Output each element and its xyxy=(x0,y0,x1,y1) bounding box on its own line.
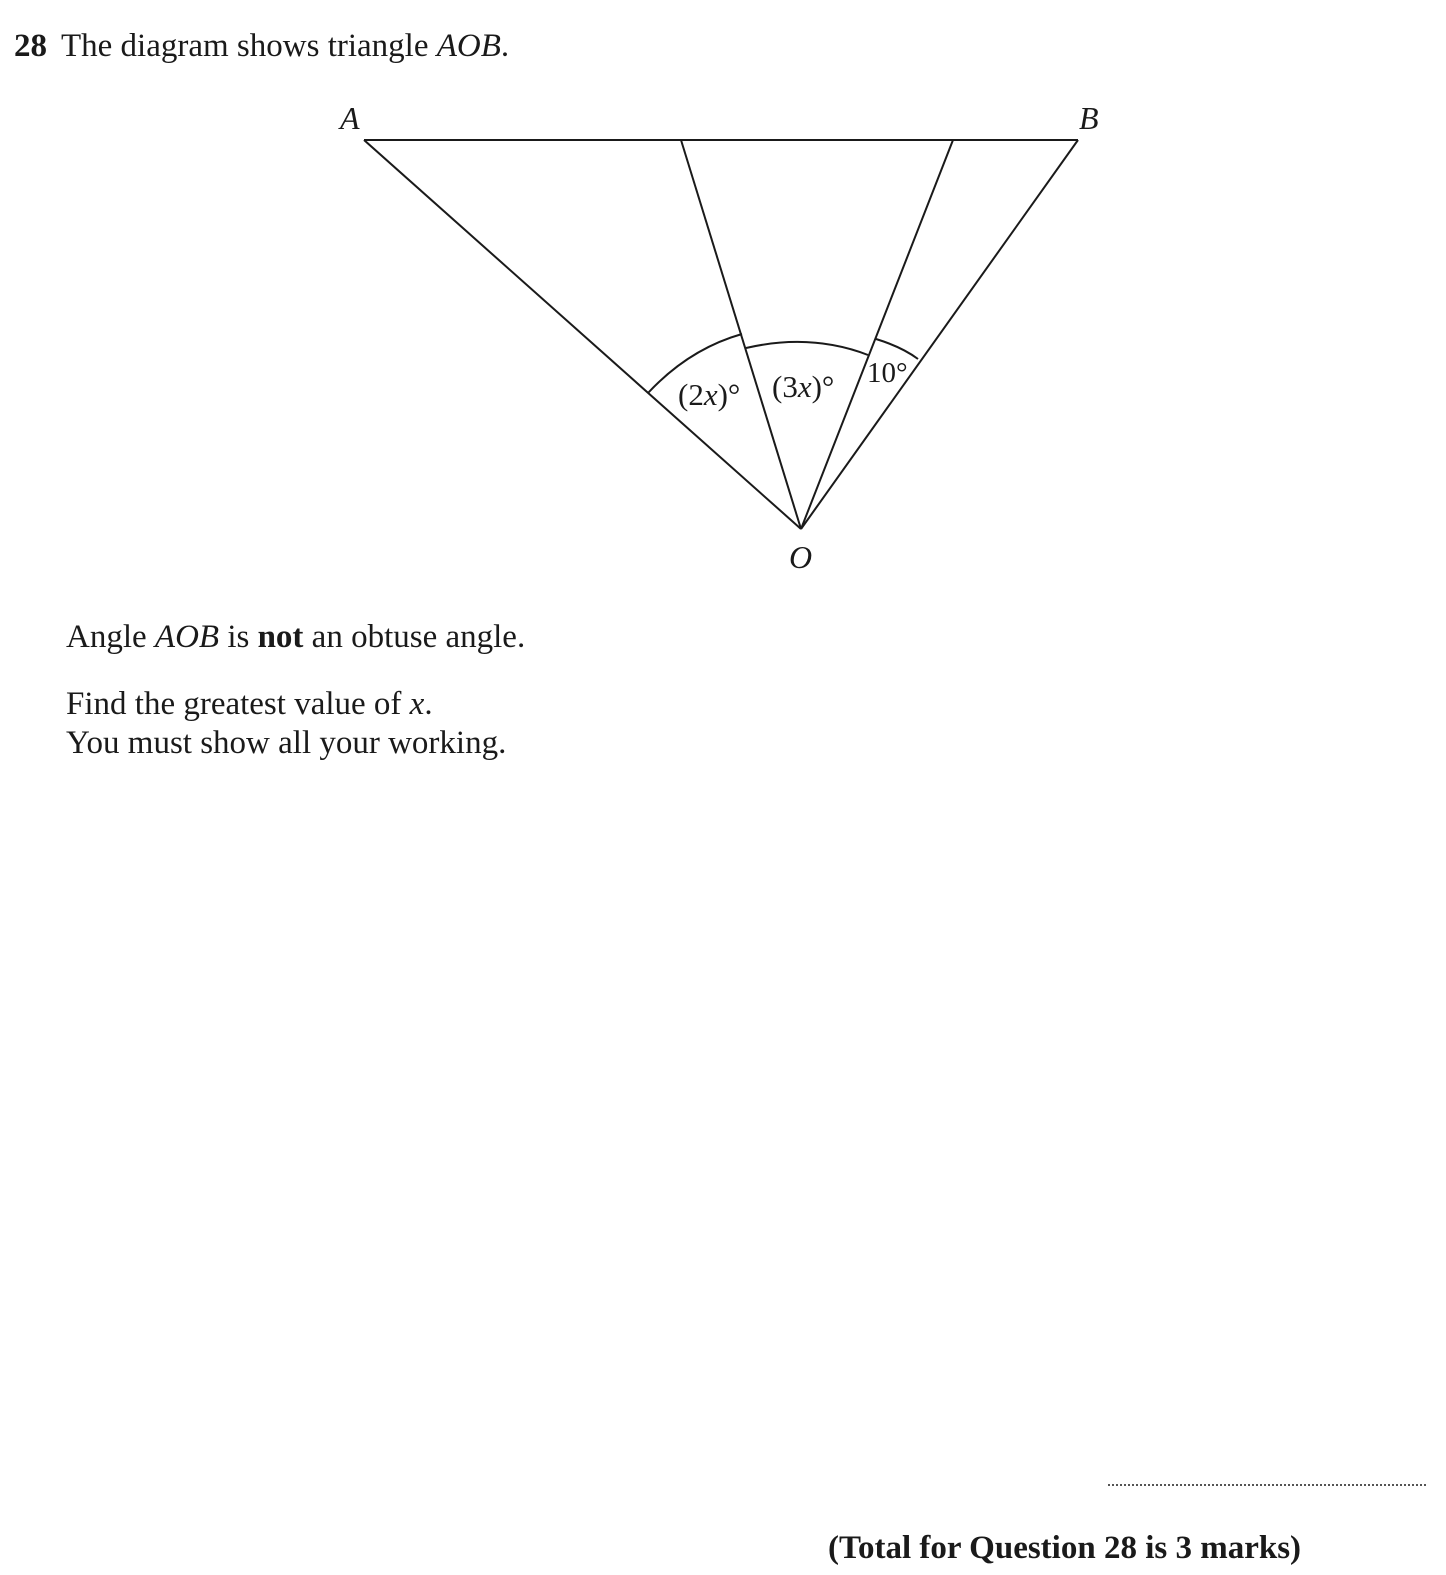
working-instruction: You must show all your working. xyxy=(66,725,507,761)
side-ob xyxy=(800,139,1079,530)
arc-angle-2x xyxy=(647,333,743,394)
total-marks: (Total for Question 28 is 3 marks) xyxy=(828,1530,1302,1566)
angle-label-2x: (2x)° xyxy=(678,377,740,412)
triangle-diagram: A B O (2x)° (3x)° 10° xyxy=(338,100,1099,575)
arc-angle-3x xyxy=(745,340,869,356)
answer-line[interactable] xyxy=(1108,1484,1426,1486)
task-suffix: . xyxy=(424,686,433,722)
task-variable: x xyxy=(409,686,425,722)
question-heading: 28 The diagram shows triangle AOB. xyxy=(14,26,509,66)
condition-angle-name: AOB xyxy=(154,619,220,655)
angle-label-10: 10° xyxy=(867,357,908,389)
angle-label-3x: (3x)° xyxy=(772,369,834,404)
inner-line-right xyxy=(800,139,954,530)
intro-period: . xyxy=(500,28,510,64)
arc-angle-10 xyxy=(875,338,919,360)
condition-line: Angle AOB is not an obtuse angle. xyxy=(66,617,525,657)
vertex-label-b: B xyxy=(1079,100,1099,136)
intro-triangle-name: AOB xyxy=(436,28,501,64)
task-line: Find the greatest value of x. xyxy=(66,684,433,724)
task-prefix: Find the greatest value of xyxy=(66,686,410,722)
vertex-label-a: A xyxy=(338,100,360,136)
side-oa xyxy=(363,139,802,530)
condition-emphasis: not xyxy=(257,619,304,655)
vertex-label-o: O xyxy=(789,539,812,575)
condition-suffix: an obtuse angle. xyxy=(303,619,526,655)
condition-mid: is xyxy=(219,619,258,655)
condition-prefix: Angle xyxy=(66,619,155,655)
question-number: 28 xyxy=(14,28,47,64)
intro-text: The diagram shows triangle xyxy=(61,28,437,64)
